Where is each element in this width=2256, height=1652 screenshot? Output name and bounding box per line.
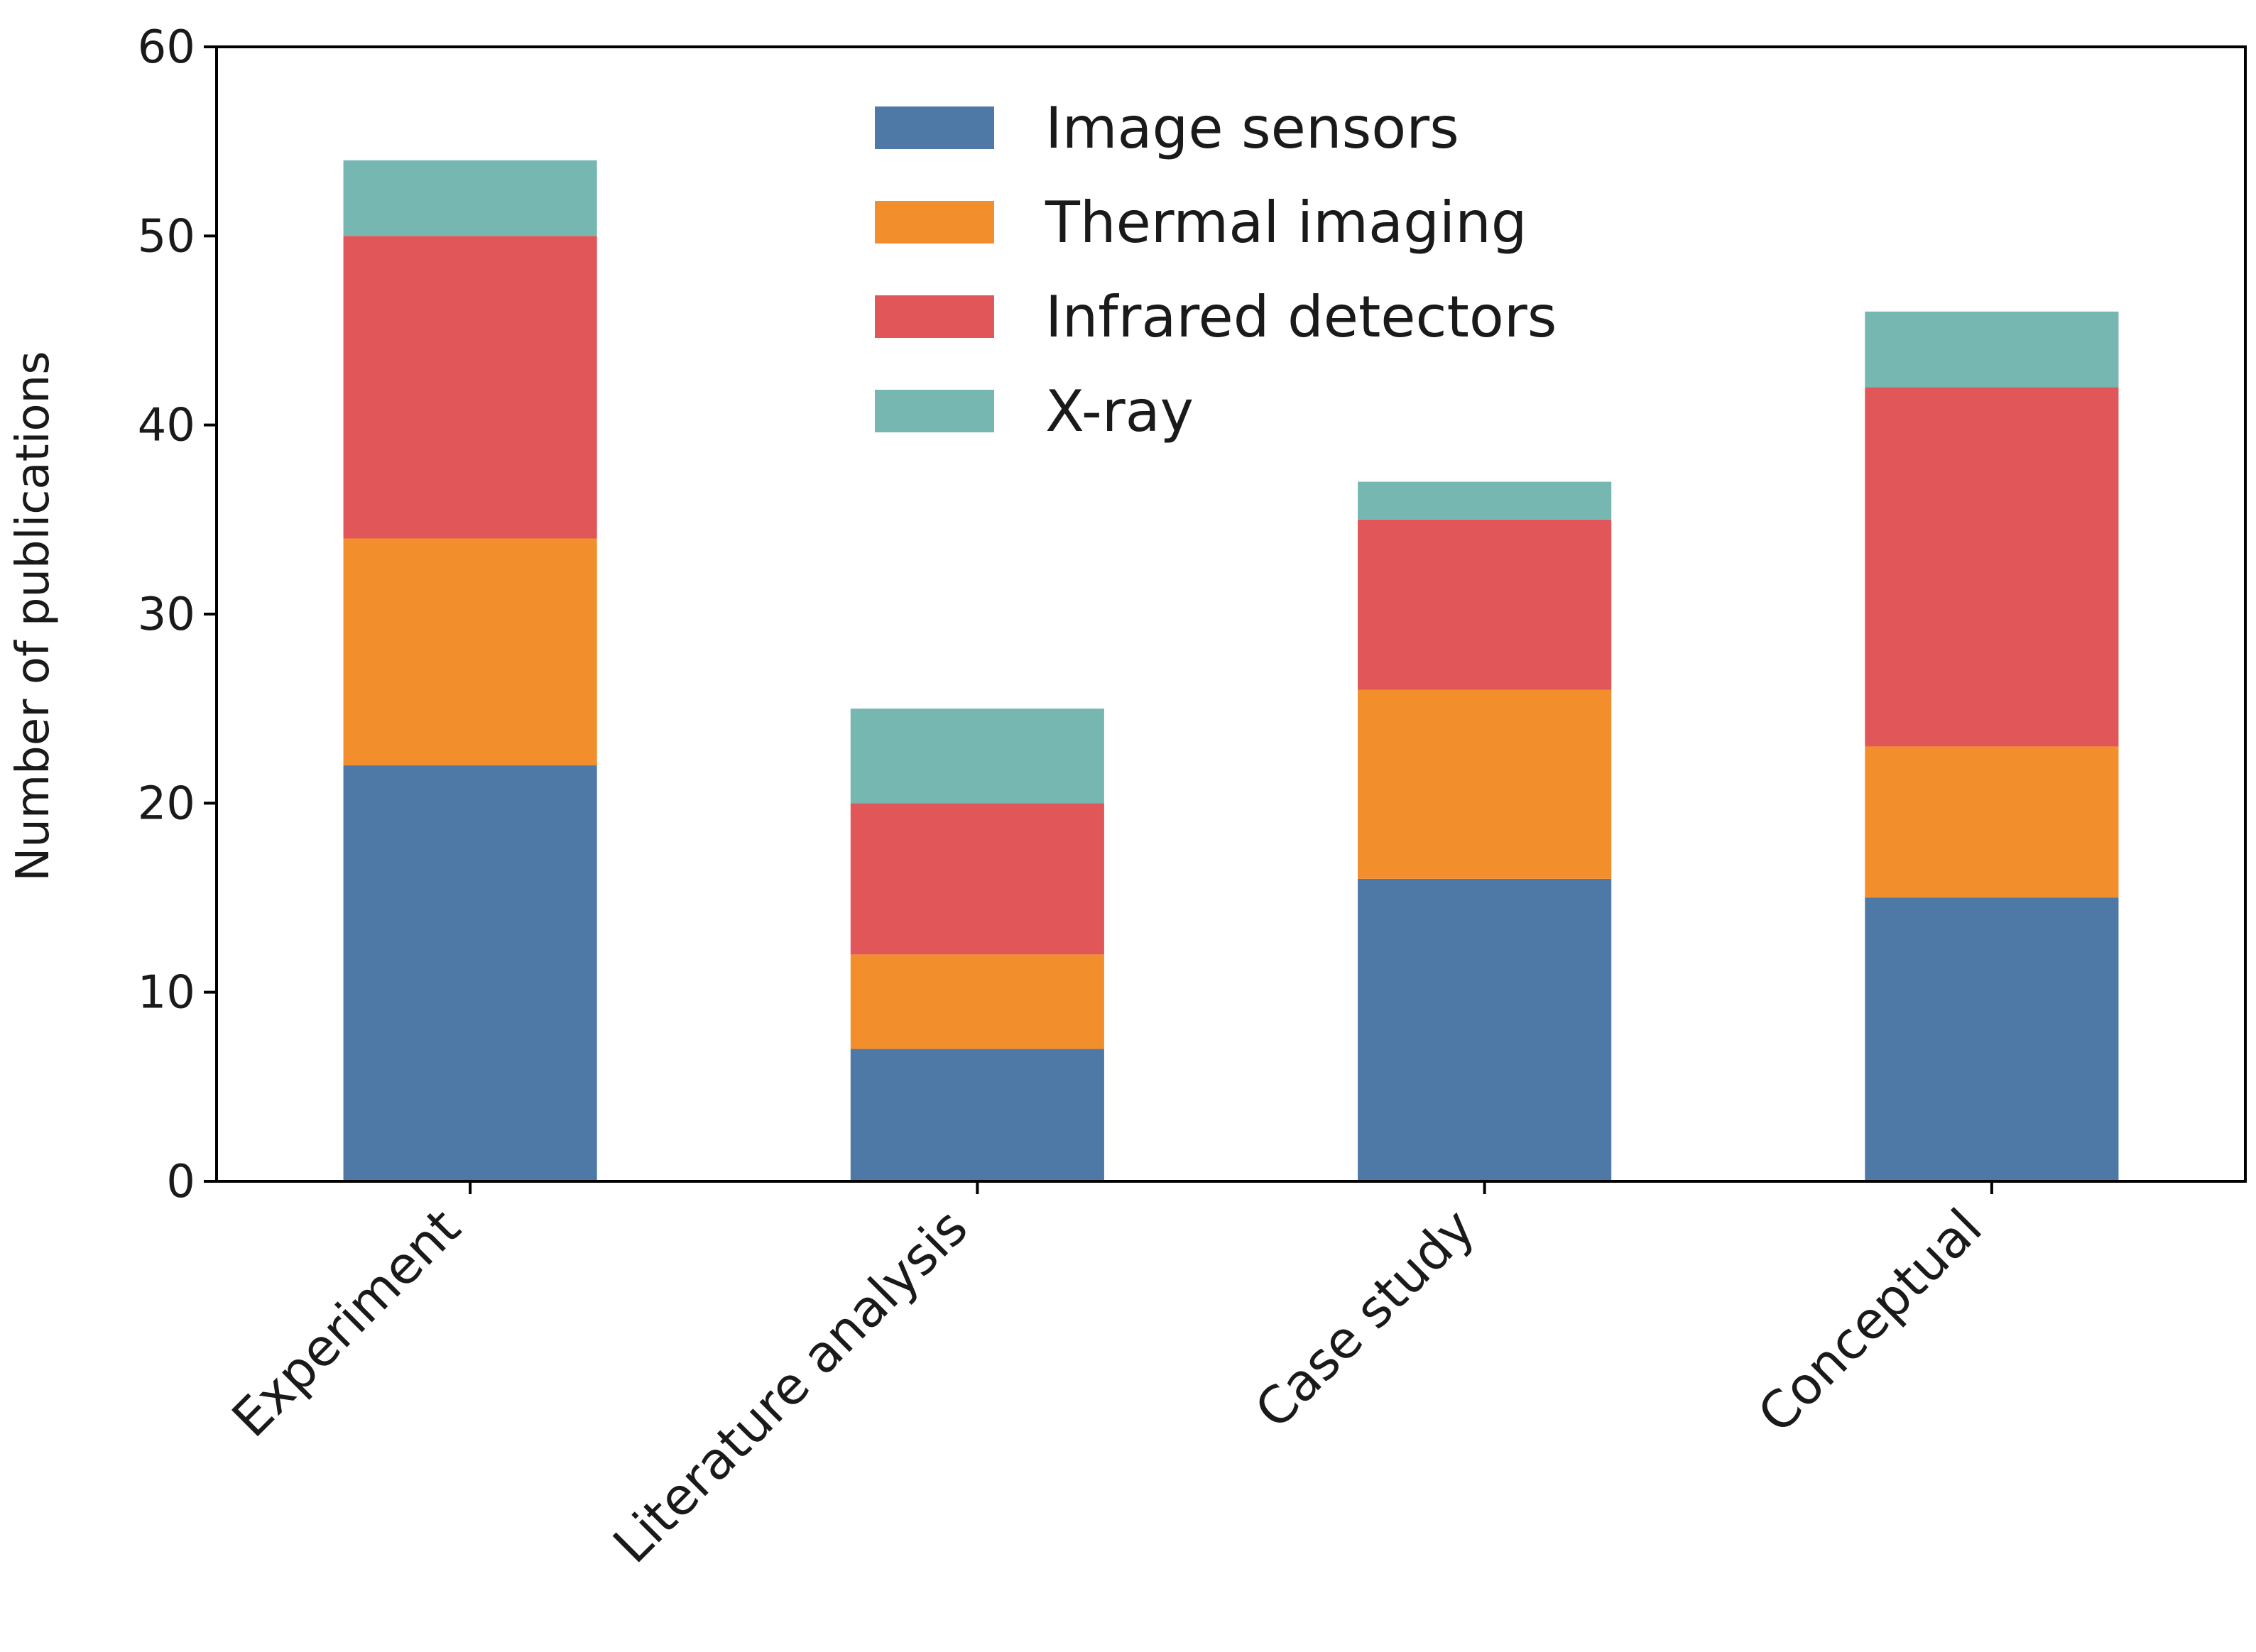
legend-label: Image sensors xyxy=(1045,95,1459,161)
legend-label: X-ray xyxy=(1045,378,1194,444)
y-axis-title: Number of publications xyxy=(7,351,60,881)
y-tick-label: 10 xyxy=(138,967,195,1019)
bar-conceptual-infrared-detectors xyxy=(1865,387,2119,747)
y-tick-label: 20 xyxy=(138,777,195,830)
bar-experiment-image-sensors xyxy=(343,765,597,1181)
bar-case-study-image-sensors xyxy=(1358,878,1612,1181)
bar-experiment-infrared-detectors xyxy=(343,236,597,539)
y-tick-label: 50 xyxy=(138,210,195,263)
legend: Image sensors Thermal imaging Infrared det… xyxy=(875,95,1557,444)
y-tick-label: 30 xyxy=(138,589,195,641)
bar-case-study-infrared-detectors xyxy=(1358,519,1612,690)
legend-swatch xyxy=(875,390,994,432)
legend-swatch xyxy=(875,106,994,149)
bars-layer xyxy=(343,160,2119,1181)
bar-literature-analysis-image-sensors xyxy=(850,1049,1104,1181)
bar-case-study-thermal-imaging xyxy=(1358,689,1612,879)
y-tick-label: 40 xyxy=(138,400,195,452)
x-tick-label: Case study xyxy=(1243,1198,1486,1440)
bar-conceptual-x-ray xyxy=(1865,311,2119,388)
legend-label: Infrared detectors xyxy=(1045,284,1557,350)
bar-literature-analysis-infrared-detectors xyxy=(850,803,1104,955)
bar-experiment-thermal-imaging xyxy=(343,538,597,766)
y-tick-label: 0 xyxy=(166,1156,195,1208)
x-tick-label: Experiment xyxy=(221,1198,472,1449)
bar-conceptual-image-sensors xyxy=(1865,897,2119,1181)
y-tick-label: 60 xyxy=(138,21,195,74)
bar-case-study-x-ray xyxy=(1358,481,1612,520)
x-tick-label: Conceptual xyxy=(1746,1198,1993,1445)
bar-literature-analysis-thermal-imaging xyxy=(850,954,1104,1049)
bar-conceptual-thermal-imaging xyxy=(1865,746,2119,898)
x-tick-label: Literature analysis xyxy=(601,1198,979,1575)
bar-experiment-x-ray xyxy=(343,160,597,236)
bar-literature-analysis-x-ray xyxy=(850,709,1104,804)
legend-label: Thermal imaging xyxy=(1045,190,1527,256)
legend-swatch xyxy=(875,295,994,338)
legend-swatch xyxy=(875,201,994,244)
